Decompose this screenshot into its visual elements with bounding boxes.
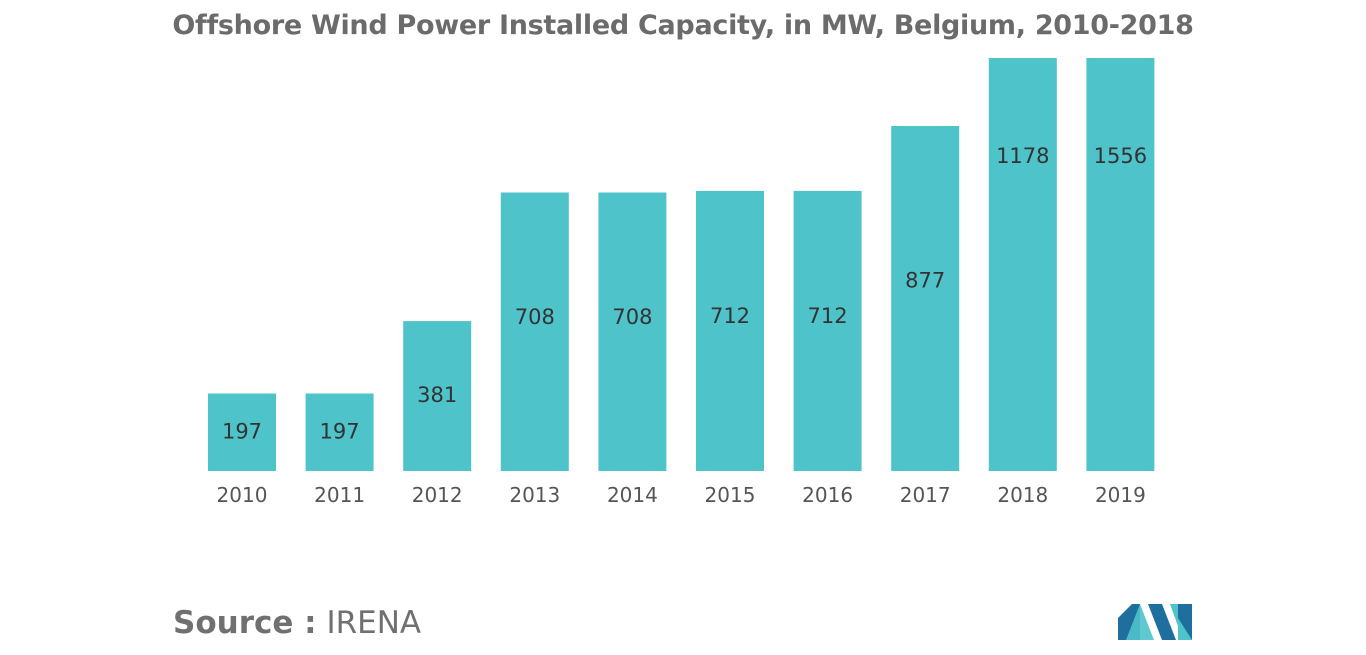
source-label: Source : <box>173 605 317 641</box>
x-tick-label-2019: 2019 <box>1095 483 1146 507</box>
x-axis-tick-labels: 2010 2011 2012 2013 2014 2015 2016 2017 2018 2019 <box>217 483 1146 507</box>
company-logo-icon <box>1118 604 1192 640</box>
data-label-2019: 1556 <box>1094 144 1147 168</box>
data-label-2014: 708 <box>612 305 652 329</box>
data-label-2016: 712 <box>808 304 848 328</box>
x-tick-label-2018: 2018 <box>997 483 1048 507</box>
bar-2016 <box>793 190 862 471</box>
data-labels-layer: 197 197 381 708 708 712 712 877 1178 1556 <box>222 144 1147 443</box>
data-label-2011: 197 <box>320 419 360 443</box>
chart-title: Offshore Wind Power Installed Capacity, … <box>172 10 1194 41</box>
bar-2010 <box>208 393 276 471</box>
x-tick-label-2017: 2017 <box>900 483 951 507</box>
data-label-2017: 877 <box>905 268 945 292</box>
source-caption: Source : IRENA <box>173 605 421 641</box>
bars-layer <box>208 58 1155 471</box>
data-label-2012: 381 <box>417 383 457 407</box>
bar-2014 <box>598 192 667 471</box>
x-tick-label-2015: 2015 <box>705 483 756 507</box>
bar-2017 <box>891 126 960 471</box>
x-tick-label-2014: 2014 <box>607 483 658 507</box>
x-tick-label-2012: 2012 <box>412 483 463 507</box>
bar-2011 <box>305 393 374 471</box>
bar-2012 <box>403 321 472 471</box>
data-label-2013: 708 <box>515 305 555 329</box>
x-tick-label-2016: 2016 <box>802 483 853 507</box>
bar-2015 <box>696 190 764 471</box>
x-tick-label-2013: 2013 <box>509 483 560 507</box>
bar-2018 <box>988 58 1057 471</box>
x-tick-label-2011: 2011 <box>314 483 365 507</box>
source-value: IRENA <box>326 605 422 641</box>
bar-2019 <box>1086 58 1155 471</box>
data-label-2018: 1178 <box>996 144 1049 168</box>
data-label-2010: 197 <box>222 419 262 443</box>
x-tick-label-2010: 2010 <box>217 483 268 507</box>
data-label-2015: 712 <box>710 304 750 328</box>
bar-2013 <box>500 192 569 471</box>
